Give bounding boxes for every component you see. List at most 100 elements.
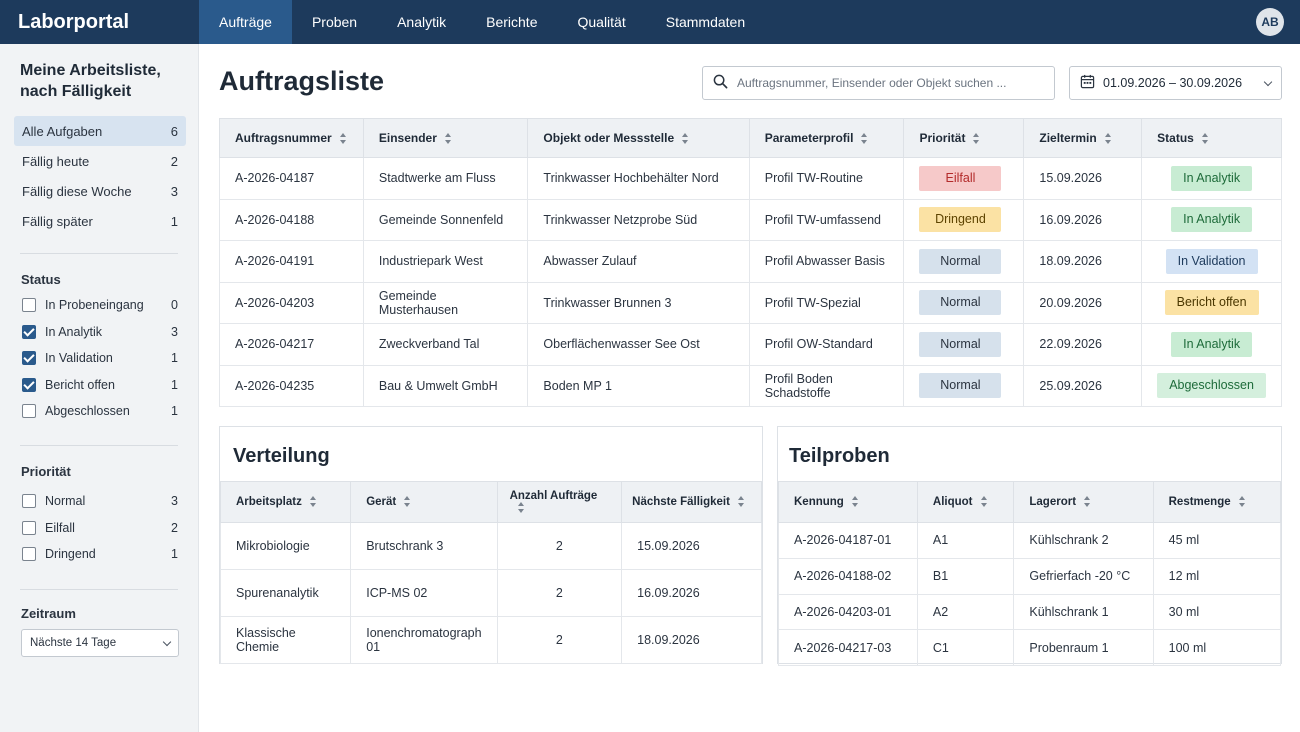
order-number[interactable]: A-2026-04203: [219, 281, 364, 324]
date-range-value: 01.09.2026 – 30.09.2026: [1103, 76, 1243, 90]
search-input[interactable]: [737, 76, 1037, 90]
priority-filter-item[interactable]: Dringend 1: [22, 541, 178, 568]
nav-tab-berichte[interactable]: Berichte: [486, 14, 538, 30]
sort-icon[interactable]: [339, 133, 346, 145]
order-number[interactable]: A-2026-04217: [219, 323, 364, 366]
column-header-geraet[interactable]: Gerät: [350, 481, 498, 523]
status-filter-count: 0: [171, 298, 178, 313]
column-header-arbeitsplatz[interactable]: Arbeitsplatz: [219, 481, 352, 523]
user-avatar[interactable]: AB: [1256, 8, 1284, 36]
order-number[interactable]: A-2026-04235: [219, 364, 364, 407]
order-number[interactable]: A-2026-04187: [219, 157, 364, 200]
search-field[interactable]: [702, 66, 1055, 100]
sort-icon[interactable]: [1201, 133, 1208, 145]
priority-filter-item[interactable]: Normal 3: [22, 488, 178, 515]
table-row[interactable]: A-2026-04203-01 A2 Kühlschrank 1 30 ml: [778, 593, 1282, 631]
table-row[interactable]: A-2026-04188-02 B1 Gefrierfach -20 °C 12…: [778, 557, 1282, 595]
table-row[interactable]: A-2026-04203 Gemeinde Musterhausen Trink…: [219, 281, 1282, 324]
column-header-lagerort[interactable]: Lagerort: [1013, 481, 1154, 523]
sort-icon[interactable]: [973, 133, 980, 145]
sort-icon[interactable]: [444, 133, 451, 145]
status-filter-item[interactable]: Abgeschlossen 1: [22, 398, 178, 425]
table-row[interactable]: A-2026-04217 Zweckverband Tal Oberfläche…: [219, 323, 1282, 366]
checkbox[interactable]: [22, 404, 36, 419]
order-number[interactable]: A-2026-04191: [219, 240, 364, 283]
quick-filter-week[interactable]: Fällig diese Woche 3: [14, 176, 186, 206]
checkbox[interactable]: [22, 324, 36, 339]
priority-filter-label: Dringend: [45, 547, 96, 562]
table-row[interactable]: A-2026-04188 Gemeinde Sonnenfeld Trinkwa…: [219, 198, 1282, 241]
subsample-id[interactable]: A-2026-04188-02: [778, 557, 918, 595]
checkbox[interactable]: [22, 351, 36, 366]
nav-tab-proben[interactable]: Proben: [311, 14, 358, 30]
column-header-parameterprofil[interactable]: Parameterprofil: [748, 118, 905, 158]
sort-icon[interactable]: [309, 496, 316, 508]
table-row[interactable]: Klassische Chemie Ionenchromatograph 01 …: [219, 616, 762, 664]
subsample-id[interactable]: A-2026-04187-01: [778, 522, 918, 559]
column-header-label: Einsender: [378, 131, 437, 145]
quick-filter-today[interactable]: Fällig heute 2: [14, 146, 186, 176]
period-select[interactable]: Nächste 14 Tage: [21, 629, 179, 657]
sort-icon[interactable]: [737, 496, 744, 508]
column-header-faelligkeit[interactable]: Nächste Fälligkeit: [621, 481, 762, 523]
parameter-profile: Profil TW-Routine: [748, 157, 905, 200]
table-row[interactable]: A-2026-04187-01 A1 Kühlschrank 2 45 ml: [778, 522, 1282, 559]
table-row[interactable]: Spurenanalytik ICP-MS 02 2 16.09.2026: [219, 569, 762, 617]
status-filter-item[interactable]: In Probeneingang 0: [22, 292, 178, 319]
quick-filter-later[interactable]: Fällig später 1: [14, 206, 186, 236]
checkbox[interactable]: [22, 494, 36, 509]
nav-tab-auftraege[interactable]: Aufträge: [199, 0, 292, 44]
table-row[interactable]: Mikrobiologie Brutschrank 3 2 15.09.2026: [219, 522, 762, 570]
checkbox[interactable]: [22, 520, 36, 535]
table-row[interactable]: A-2026-04235 Bau & Umwelt GmbH Boden MP …: [219, 364, 1282, 407]
order-number[interactable]: A-2026-04188: [219, 198, 364, 241]
priority-cell: Normal: [903, 364, 1025, 407]
nav-tab-qualitaet[interactable]: Qualität: [577, 14, 626, 30]
date-range-picker[interactable]: 01.09.2026 – 30.09.2026: [1069, 66, 1282, 100]
sort-icon[interactable]: [980, 496, 987, 508]
column-header-zieltermin[interactable]: Zieltermin: [1023, 118, 1143, 158]
divider: [20, 445, 178, 446]
column-header-status[interactable]: Status: [1141, 118, 1282, 158]
sort-icon[interactable]: [1084, 496, 1091, 508]
checkbox[interactable]: [22, 377, 36, 392]
status-filter-count: 1: [171, 404, 178, 419]
app-logo[interactable]: Laborportal: [18, 10, 130, 33]
sort-icon[interactable]: [404, 496, 411, 508]
checkbox[interactable]: [22, 547, 36, 562]
column-header-anzahl[interactable]: Anzahl Aufträge: [496, 481, 623, 523]
column-header-restmenge[interactable]: Restmenge: [1152, 481, 1282, 523]
nav-tab-analytik[interactable]: Analytik: [397, 14, 447, 30]
sort-icon[interactable]: [517, 502, 524, 514]
column-header-aliquot[interactable]: Aliquot: [916, 481, 1015, 523]
sort-icon[interactable]: [1104, 133, 1111, 145]
quick-filter-count: 3: [170, 183, 178, 199]
nav-tab-stammdaten[interactable]: Stammdaten: [665, 14, 746, 30]
sort-icon[interactable]: [851, 496, 858, 508]
table-row[interactable]: A-2026-04187 Stadtwerke am Fluss Trinkwa…: [219, 157, 1282, 200]
column-header-objekt[interactable]: Objekt oder Messstelle: [527, 118, 750, 158]
priority-filter-label: Eilfall: [45, 520, 75, 535]
priority-cell: Dringend: [903, 198, 1025, 241]
table-row[interactable]: A-2026-04191 Industriepark West Abwasser…: [219, 240, 1282, 283]
priority-filter-item[interactable]: Eilfall 2: [22, 515, 178, 542]
quick-filter-label: Alle Aufgaben: [22, 123, 103, 139]
checkbox[interactable]: [22, 298, 36, 313]
column-header-kennung[interactable]: Kennung: [778, 481, 918, 523]
status-filter-item[interactable]: In Validation 1: [22, 345, 178, 372]
sort-icon[interactable]: [682, 133, 689, 145]
subsample-id[interactable]: A-2026-04203-01: [778, 593, 918, 631]
sort-icon[interactable]: [861, 133, 868, 145]
column-header-prioritaet[interactable]: Priorität: [903, 118, 1025, 158]
column-header-einsender[interactable]: Einsender: [362, 118, 529, 158]
table-row[interactable]: A-2026-04217-03 C1 Probenraum 1 100 ml: [778, 629, 1282, 667]
quick-filter-all[interactable]: Alle Aufgaben 6: [14, 116, 186, 146]
main-nav: Aufträge Proben Analytik Berichte Qualit…: [199, 0, 765, 44]
sender: Stadtwerke am Fluss: [362, 157, 529, 200]
status-filter-item[interactable]: Bericht offen 1: [22, 372, 178, 399]
status-filter-item[interactable]: In Analytik 3: [22, 319, 178, 346]
subsample-id[interactable]: A-2026-04217-03: [778, 629, 918, 667]
column-header-auftragsnummer[interactable]: Auftragsnummer: [219, 118, 364, 158]
status-filter-count: 3: [171, 324, 178, 339]
sort-icon[interactable]: [1238, 496, 1245, 508]
